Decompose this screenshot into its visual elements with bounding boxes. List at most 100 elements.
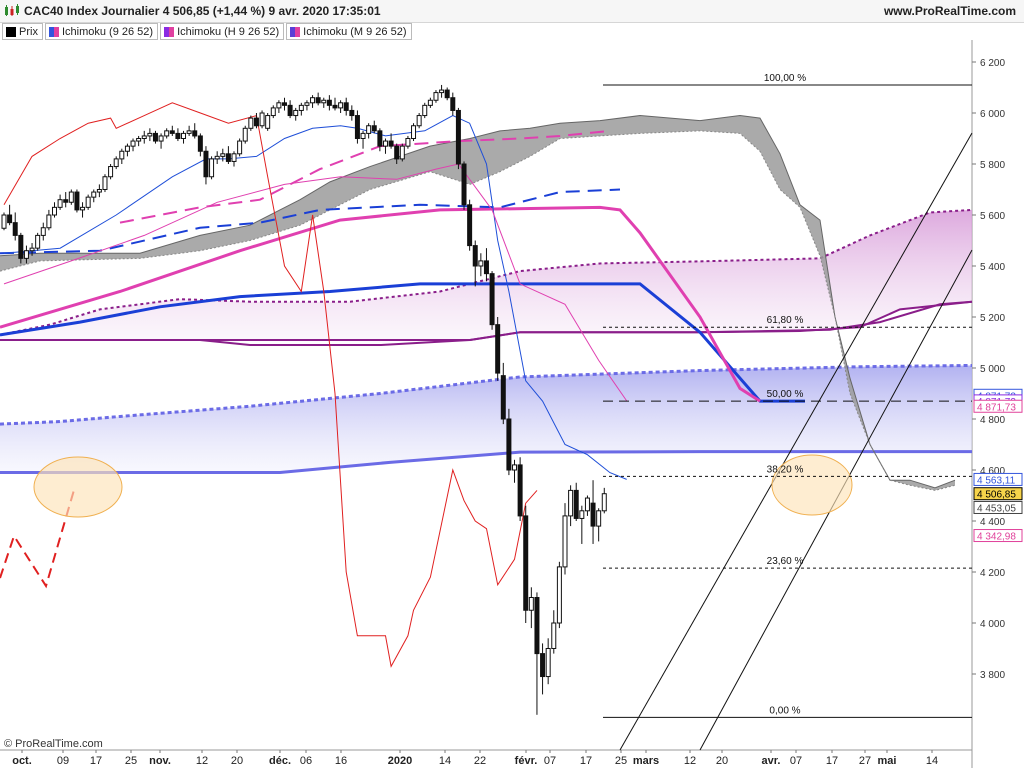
candle-body-up bbox=[360, 132, 366, 139]
candle bbox=[225, 146, 231, 164]
weekly-senkou-dashed bbox=[0, 188, 621, 255]
candle bbox=[293, 107, 299, 121]
legend-item-ichimoku-m[interactable]: Ichimoku (M 9 26 52) bbox=[286, 23, 412, 40]
candle bbox=[388, 133, 394, 149]
candle bbox=[237, 138, 243, 157]
candle-body-down bbox=[18, 234, 24, 259]
candle bbox=[259, 110, 265, 129]
candle-body-up bbox=[298, 104, 304, 111]
candle-body-up bbox=[209, 158, 215, 178]
candle bbox=[68, 189, 74, 205]
x-tick-label: 20 bbox=[231, 755, 243, 767]
price-tag-label: 4 871,73 bbox=[977, 402, 1016, 413]
candle-body-up bbox=[259, 112, 265, 127]
candle-body-down bbox=[326, 99, 332, 106]
y-tick-label: 6 200 bbox=[980, 58, 1005, 69]
price-tag-box bbox=[973, 399, 1023, 413]
legend-label: Prix bbox=[19, 25, 38, 38]
candle-body-up bbox=[478, 260, 484, 267]
candle-body-up bbox=[411, 125, 417, 139]
candle bbox=[310, 95, 316, 108]
candle bbox=[119, 148, 125, 164]
candle-body-up bbox=[113, 158, 119, 168]
price-tag-label: 4 506,85 bbox=[977, 490, 1016, 501]
candle bbox=[304, 100, 310, 111]
candle-body-down bbox=[63, 199, 69, 203]
candle bbox=[568, 485, 574, 527]
candle-body-down bbox=[506, 418, 512, 471]
candle-body-up bbox=[293, 109, 299, 117]
indicator-legend: Prix Ichimoku (9 26 52) Ichimoku (H 9 26… bbox=[0, 23, 412, 40]
candle-body-up bbox=[164, 130, 170, 137]
candle-body-up bbox=[68, 191, 74, 203]
candle bbox=[186, 125, 192, 136]
candle-body-down bbox=[590, 502, 596, 527]
candle bbox=[130, 138, 136, 152]
candle bbox=[366, 123, 372, 139]
candle bbox=[528, 587, 534, 629]
legend-item-ichimoku-h[interactable]: Ichimoku (H 9 26 52) bbox=[160, 23, 285, 40]
weekly-kumo bbox=[0, 209, 972, 340]
fib-level-label: 50,00 % bbox=[767, 389, 804, 400]
candle bbox=[321, 97, 327, 108]
candle bbox=[265, 113, 271, 131]
candle-body-up bbox=[545, 648, 551, 678]
candle bbox=[169, 125, 175, 136]
candle-body-up bbox=[57, 199, 63, 208]
candle-body-down bbox=[534, 597, 540, 655]
candle-body-up bbox=[136, 138, 142, 142]
candle-body-up bbox=[551, 622, 557, 649]
candle bbox=[46, 209, 52, 231]
candle bbox=[601, 487, 607, 514]
indicator-lines-layer bbox=[0, 102, 973, 751]
channel-upper-line bbox=[619, 132, 973, 751]
fib-level-label: 0,00 % bbox=[769, 705, 800, 716]
candle-body-down bbox=[349, 109, 355, 117]
legend-item-ichimoku[interactable]: Ichimoku (9 26 52) bbox=[44, 23, 159, 40]
y-tick-label: 5 600 bbox=[980, 211, 1005, 222]
candle-body-down bbox=[343, 102, 349, 111]
candle bbox=[158, 133, 164, 149]
x-tick-label: avr. bbox=[762, 755, 781, 767]
candle-body-down bbox=[253, 117, 259, 127]
x-tick-label: 25 bbox=[125, 755, 137, 767]
candle bbox=[584, 495, 590, 516]
candle-body-up bbox=[40, 227, 46, 236]
candle bbox=[108, 164, 114, 180]
chart-title: CAC40 Index Journalier 4 506,85 (+1,44 %… bbox=[24, 4, 381, 18]
x-tick-label: 27 bbox=[859, 755, 871, 767]
candle-body-up bbox=[96, 189, 102, 193]
x-tick-label: 09 bbox=[57, 755, 69, 767]
candle bbox=[455, 107, 461, 170]
x-tick-label: mars bbox=[633, 755, 659, 767]
candle bbox=[18, 232, 24, 264]
candle-body-down bbox=[523, 515, 529, 611]
price-tag-label: 4 453,05 bbox=[977, 503, 1016, 514]
candle bbox=[517, 457, 523, 521]
candle-body-down bbox=[225, 153, 231, 162]
candle bbox=[354, 110, 360, 144]
candle-body-down bbox=[495, 324, 501, 374]
candle-body-up bbox=[46, 214, 52, 229]
candlestick-chart-icon bbox=[5, 4, 19, 16]
candle bbox=[405, 135, 411, 149]
site-link[interactable]: www.ProRealTime.com bbox=[883, 4, 1016, 18]
candle bbox=[472, 240, 478, 287]
monthly-senkou-a bbox=[0, 363, 973, 426]
candle-body-down bbox=[573, 489, 579, 519]
price-tag: 4 453,05 bbox=[973, 500, 1023, 514]
candle-body-down bbox=[7, 214, 13, 224]
candle-body-down bbox=[287, 104, 293, 117]
candle bbox=[540, 643, 546, 695]
candle-body-up bbox=[158, 135, 164, 142]
candle bbox=[382, 138, 388, 154]
candle-body-up bbox=[270, 107, 276, 117]
candle-body-up bbox=[141, 135, 147, 139]
candle bbox=[523, 505, 529, 623]
candle-body-up bbox=[186, 130, 192, 134]
candle bbox=[141, 130, 147, 144]
legend-item-prix[interactable]: Prix bbox=[2, 23, 43, 40]
candles-layer bbox=[1, 84, 607, 715]
candle-body-down bbox=[388, 140, 394, 147]
